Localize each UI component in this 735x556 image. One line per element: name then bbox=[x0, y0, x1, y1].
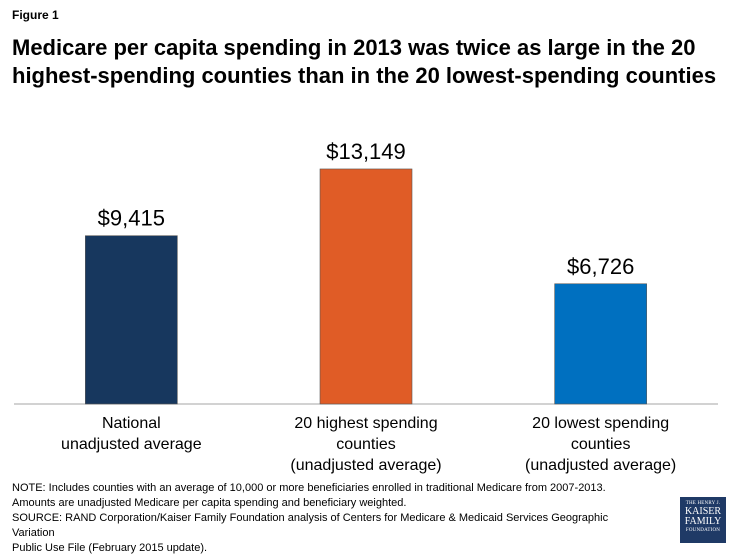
logo-line-4: FOUNDATION bbox=[685, 528, 721, 533]
category-label-1-line-2: unadjusted average bbox=[61, 436, 202, 453]
notes: NOTE: Includes counties with an average … bbox=[12, 481, 652, 556]
category-label-3-line-1: 20 lowest spending bbox=[532, 415, 669, 432]
bar-3 bbox=[554, 283, 647, 405]
category-label-1-line-1: National bbox=[102, 415, 161, 432]
category-label-2-line-3: (unadjusted average) bbox=[290, 457, 441, 474]
category-label-3-line-3: (unadjusted average) bbox=[525, 457, 676, 474]
bar-2 bbox=[319, 168, 413, 405]
bar-1 bbox=[85, 235, 178, 405]
category-label-2-line-2: counties bbox=[336, 436, 396, 453]
logo-line-1: THE HENRY J. bbox=[685, 501, 721, 506]
chart-title: Medicare per capita spending in 2013 was… bbox=[12, 34, 722, 90]
note-line-2: Amounts are unadjusted Medicare per capi… bbox=[12, 497, 407, 509]
category-label-2-line-1: 20 highest spending bbox=[294, 415, 437, 432]
figure-label: Figure 1 bbox=[12, 8, 59, 22]
source-line-1: SOURCE: RAND Corporation/Kaiser Family F… bbox=[12, 512, 609, 539]
value-label-1: $9,415 bbox=[98, 206, 165, 231]
chart-title-line-2: highest-spending counties than in the 20… bbox=[12, 63, 717, 88]
logo-line-2: KAISER bbox=[684, 506, 722, 517]
value-label-2: $13,149 bbox=[326, 139, 406, 164]
logo-line-3: FAMILY bbox=[684, 516, 722, 527]
note-line-1: NOTE: Includes counties with an average … bbox=[12, 482, 606, 494]
chart-title-line-1: Medicare per capita spending in 2013 was… bbox=[12, 35, 696, 60]
value-label-3: $6,726 bbox=[567, 254, 634, 279]
kff-logo: THE HENRY J. KAISER FAMILY FOUNDATION bbox=[680, 497, 726, 543]
category-label-3-line-2: counties bbox=[571, 436, 631, 453]
bar-chart: $9,415 National unadjusted average $13,149 2… bbox=[14, 139, 718, 474]
source-line-2: Public Use File (February 2015 update). bbox=[12, 542, 208, 554]
